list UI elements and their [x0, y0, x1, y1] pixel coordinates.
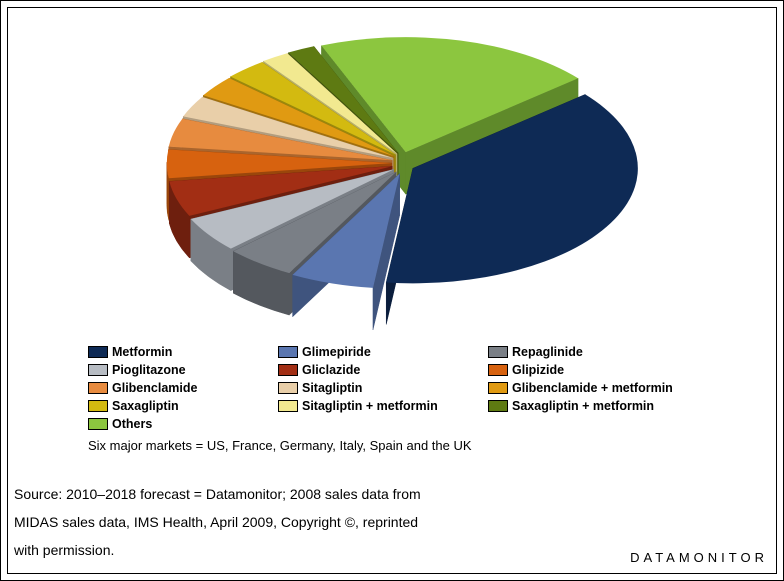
legend-swatch: [488, 364, 508, 376]
legend-swatch: [88, 418, 108, 430]
legend-swatch: [88, 382, 108, 394]
source-text: Source: 2010–2018 forecast = Datamonitor…: [14, 480, 421, 564]
legend-item: Glipizide: [488, 363, 718, 377]
legend-swatch: [488, 400, 508, 412]
chart-frame: Metformin Glimepiride Repaglinide Pioglitaz…: [7, 7, 777, 574]
legend-swatch: [88, 346, 108, 358]
legend-item: Glibenclamide + metformin: [488, 381, 718, 395]
legend-label: Glibenclamide + metformin: [512, 381, 673, 395]
legend-item: Sitagliptin + metformin: [278, 399, 488, 413]
legend-label: Glimepiride: [302, 345, 371, 359]
legend-swatch: [278, 400, 298, 412]
pie-svg: [8, 8, 778, 338]
markets-note: Six major markets = US, France, Germany,…: [88, 438, 472, 453]
legend-label: Glipizide: [512, 363, 564, 377]
brand-mark: DATAMONITOR: [630, 550, 768, 565]
legend-item: Others: [88, 417, 278, 431]
legend-item: Glibenclamide: [88, 381, 278, 395]
legend-item: Saxagliptin: [88, 399, 278, 413]
legend-label: Saxagliptin + metformin: [512, 399, 654, 413]
legend-item: Glimepiride: [278, 345, 488, 359]
pie-chart: [8, 8, 776, 338]
legend: Metformin Glimepiride Repaglinide Pioglitaz…: [88, 343, 728, 433]
legend-label: Repaglinide: [512, 345, 583, 359]
legend-row: Others: [88, 415, 728, 433]
legend-swatch: [488, 382, 508, 394]
legend-label: Saxagliptin: [112, 399, 179, 413]
legend-swatch: [488, 346, 508, 358]
legend-swatch: [278, 382, 298, 394]
legend-label: Sitagliptin: [302, 381, 362, 395]
legend-swatch: [88, 400, 108, 412]
legend-label: Glibenclamide: [112, 381, 197, 395]
legend-row: Metformin Glimepiride Repaglinide: [88, 343, 728, 361]
source-line: MIDAS sales data, IMS Health, April 2009…: [14, 508, 421, 536]
legend-row: Saxagliptin Sitagliptin + metformin Saxagl…: [88, 397, 728, 415]
legend-swatch: [278, 346, 298, 358]
legend-label: Gliclazide: [302, 363, 360, 377]
outer-frame: Metformin Glimepiride Repaglinide Pioglitaz…: [0, 0, 784, 581]
legend-row: Pioglitazone Gliclazide Glipizide: [88, 361, 728, 379]
legend-label: Pioglitazone: [112, 363, 186, 377]
legend-item: Metformin: [88, 345, 278, 359]
legend-label: Sitagliptin + metformin: [302, 399, 438, 413]
legend-swatch: [278, 364, 298, 376]
source-line: Source: 2010–2018 forecast = Datamonitor…: [14, 480, 421, 508]
legend-label: Metformin: [112, 345, 172, 359]
legend-item: Repaglinide: [488, 345, 718, 359]
source-line: with permission.: [14, 536, 421, 564]
legend-item: Saxagliptin + metformin: [488, 399, 718, 413]
legend-swatch: [88, 364, 108, 376]
legend-row: Glibenclamide Sitagliptin Glibenclamide + …: [88, 379, 728, 397]
legend-label: Others: [112, 417, 152, 431]
legend-item: Gliclazide: [278, 363, 488, 377]
legend-item: Pioglitazone: [88, 363, 278, 377]
legend-item: Sitagliptin: [278, 381, 488, 395]
